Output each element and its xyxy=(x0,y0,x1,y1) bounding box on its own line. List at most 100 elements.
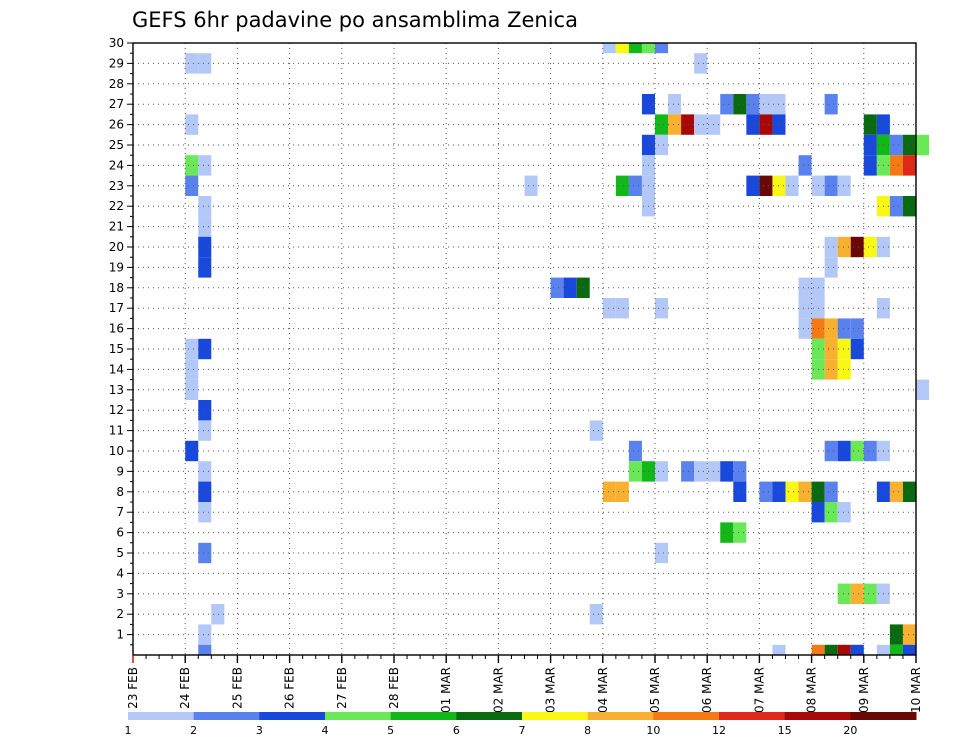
y-tick-label: 19 xyxy=(109,260,124,274)
heatmap-cell xyxy=(824,481,838,502)
heatmap-cell xyxy=(655,43,669,54)
heatmap-cell xyxy=(185,114,199,135)
heatmap-cell xyxy=(837,338,851,360)
heatmap-cell xyxy=(185,379,199,400)
legend-label: 2 xyxy=(190,724,197,737)
x-tick-label: 06 MAR xyxy=(700,667,714,713)
y-tick-label: 27 xyxy=(109,97,124,111)
heatmap-cell xyxy=(733,522,747,543)
heatmap-cell xyxy=(824,94,838,115)
heatmap-cell xyxy=(889,155,903,176)
y-tick-label: 26 xyxy=(109,118,124,132)
heatmap-cell xyxy=(837,175,851,196)
heatmap-cell xyxy=(655,461,669,482)
y-tick-label: 15 xyxy=(109,342,124,356)
legend-label: 3 xyxy=(256,724,263,737)
heatmap-cell xyxy=(198,542,212,564)
chart-title: GEFS 6hr padavine po ansamblima Zenica xyxy=(132,8,578,32)
x-axis: 23 FEB 24 FEB 25 FEB 26 FEB 27 FEB 28 FEB 01 M… xyxy=(126,655,923,713)
heatmap-cell xyxy=(759,114,773,135)
heatmap-cell xyxy=(759,175,773,196)
heatmap-cell xyxy=(863,440,877,462)
x-tick-label: 04 MAR xyxy=(596,667,610,713)
x-tick-label: 10 MAR xyxy=(909,667,923,713)
heatmap-cell xyxy=(889,196,903,217)
heatmap-cell xyxy=(889,134,903,156)
x-tick-label: 09 MAR xyxy=(857,667,871,713)
legend-label: 7 xyxy=(519,724,526,737)
heatmap-cell xyxy=(824,359,838,380)
x-tick-label: 27 FEB xyxy=(335,667,349,709)
x-tick-label: 28 FEB xyxy=(387,667,401,709)
y-tick-label: 10 xyxy=(109,444,124,458)
heatmap-cell xyxy=(198,257,212,278)
x-tick-label: 02 MAR xyxy=(491,667,505,713)
heatmap-cell xyxy=(837,236,851,258)
x-tick-label: 05 MAR xyxy=(648,667,662,713)
heatmap-cell xyxy=(198,400,212,421)
y-tick-label: 4 xyxy=(116,566,124,580)
heatmap-cell xyxy=(563,277,577,298)
heatmap-cell xyxy=(824,644,838,655)
legend-swatch xyxy=(784,712,851,720)
heatmap-cell xyxy=(185,53,199,74)
color-legend: 1 2 3 4 5 6 7 8 10 12 15 20 xyxy=(125,712,917,737)
heatmap-cell xyxy=(628,43,642,54)
heatmap-cell xyxy=(589,604,603,625)
legend-label: 15 xyxy=(778,724,792,737)
legend-swatch xyxy=(522,712,589,720)
y-axis: 1234567891011121314151617181920212223242… xyxy=(109,36,133,646)
y-tick-label: 30 xyxy=(109,36,124,50)
heatmap-cell xyxy=(524,175,538,196)
heatmap-cell xyxy=(198,624,212,645)
x-tick-label: 07 MAR xyxy=(752,667,766,713)
y-tick-label: 23 xyxy=(109,179,124,193)
heatmap-cell xyxy=(798,318,812,339)
heatmap-cell xyxy=(185,359,199,380)
heatmap-cell xyxy=(837,583,851,604)
heatmap-cell xyxy=(185,440,199,462)
y-tick-label: 1 xyxy=(116,628,124,642)
heatmap-cell xyxy=(863,583,877,604)
heatmap-cell xyxy=(198,338,212,360)
heatmap-cell xyxy=(615,175,629,196)
heatmap-cell xyxy=(655,298,669,319)
heatmap-cell xyxy=(720,94,734,115)
legend-label: 5 xyxy=(387,724,394,737)
heatmap-cell xyxy=(759,94,773,115)
heatmap-cell xyxy=(902,481,916,502)
heatmap-cell xyxy=(198,236,212,258)
y-tick-label: 18 xyxy=(109,281,124,295)
heatmap-cell xyxy=(668,114,682,135)
heatmap-cell xyxy=(198,420,212,441)
x-tick-label: 08 MAR xyxy=(805,667,819,713)
heatmap-cell xyxy=(837,359,851,380)
heatmap-cell xyxy=(628,461,642,482)
heatmap-cell xyxy=(902,155,916,176)
y-tick-label: 21 xyxy=(109,220,124,234)
heatmap-cell xyxy=(798,277,812,298)
heatmap-cell xyxy=(824,175,838,196)
heatmap-cell xyxy=(863,236,877,258)
heatmap-cell xyxy=(798,298,812,319)
legend-label: 12 xyxy=(712,724,726,737)
y-tick-label: 8 xyxy=(116,485,124,499)
heatmap-cell xyxy=(720,461,734,482)
heatmap-cell xyxy=(850,318,864,339)
legend-swatch xyxy=(325,712,392,720)
heatmap-cell xyxy=(550,277,564,298)
heatmap-cell xyxy=(641,43,655,54)
heatmap-cell xyxy=(916,134,930,156)
y-tick-label: 29 xyxy=(109,56,124,70)
heatmap-cell xyxy=(837,440,851,462)
y-tick-label: 9 xyxy=(116,464,124,478)
legend-label: 6 xyxy=(453,724,460,737)
heatmap-cell xyxy=(759,481,773,502)
legend-swatch xyxy=(193,712,260,720)
heatmap-cell xyxy=(772,644,786,655)
legend-swatch xyxy=(456,712,523,720)
heatmap-cell xyxy=(850,583,864,604)
heatmap-cell xyxy=(863,134,877,156)
legend-swatch xyxy=(719,712,786,720)
x-tick-label: 25 FEB xyxy=(230,667,244,709)
